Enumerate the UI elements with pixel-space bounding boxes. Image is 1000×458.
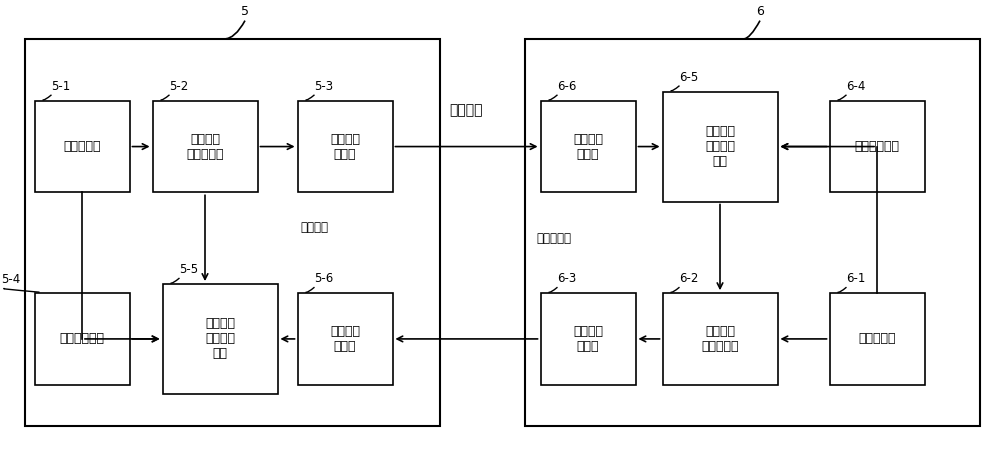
Bar: [152, 101, 258, 192]
Bar: [525, 39, 980, 426]
Text: 第二原子时钒: 第二原子时钒: [854, 140, 900, 153]
Text: 空间飞行器: 空间飞行器: [536, 232, 571, 245]
Text: 第一激光
编码控制器: 第一激光 编码控制器: [186, 132, 224, 161]
Text: 6-1: 6-1: [846, 273, 866, 285]
Text: 5-6: 5-6: [314, 273, 334, 285]
Bar: [34, 293, 130, 385]
Bar: [298, 101, 392, 192]
Bar: [162, 284, 278, 394]
Text: 第一发射
望远镜: 第一发射 望远镜: [330, 132, 360, 161]
Text: 6-2: 6-2: [680, 273, 699, 285]
Bar: [540, 101, 636, 192]
Text: 5-1: 5-1: [52, 80, 71, 93]
Text: 第一接收
望远镜: 第一接收 望远镜: [330, 325, 360, 353]
Text: 第一事件
计时控制
系统: 第一事件 计时控制 系统: [205, 317, 235, 360]
Text: 地面测站: 地面测站: [300, 221, 328, 234]
Text: 5-3: 5-3: [314, 80, 334, 93]
Text: 自由空间: 自由空间: [450, 103, 483, 117]
Text: 6-3: 6-3: [558, 273, 577, 285]
Text: 5-5: 5-5: [180, 263, 199, 276]
Text: 第一原子时钒: 第一原子时钒: [60, 333, 104, 345]
Text: 第二激光器: 第二激光器: [858, 333, 896, 345]
Bar: [662, 92, 778, 202]
Text: 第二激光
编码控制器: 第二激光 编码控制器: [701, 325, 739, 353]
Text: 6-6: 6-6: [558, 80, 577, 93]
Text: 5-2: 5-2: [170, 80, 189, 93]
Text: 第二事件
计时控制
系统: 第二事件 计时控制 系统: [705, 125, 735, 168]
Text: 6-4: 6-4: [846, 80, 866, 93]
Bar: [662, 293, 778, 385]
Text: 6-5: 6-5: [680, 71, 699, 84]
Text: 5-4: 5-4: [2, 273, 21, 286]
Bar: [25, 39, 440, 426]
Bar: [540, 293, 636, 385]
Text: 第二发射
望远镜: 第二发射 望远镜: [573, 325, 603, 353]
Text: 第一激光器: 第一激光器: [63, 140, 101, 153]
Bar: [830, 293, 924, 385]
Bar: [34, 101, 130, 192]
Text: 5: 5: [241, 5, 249, 18]
Bar: [830, 101, 924, 192]
Text: 第二接收
望远镜: 第二接收 望远镜: [573, 132, 603, 161]
Bar: [298, 293, 392, 385]
Text: 6: 6: [756, 5, 764, 18]
